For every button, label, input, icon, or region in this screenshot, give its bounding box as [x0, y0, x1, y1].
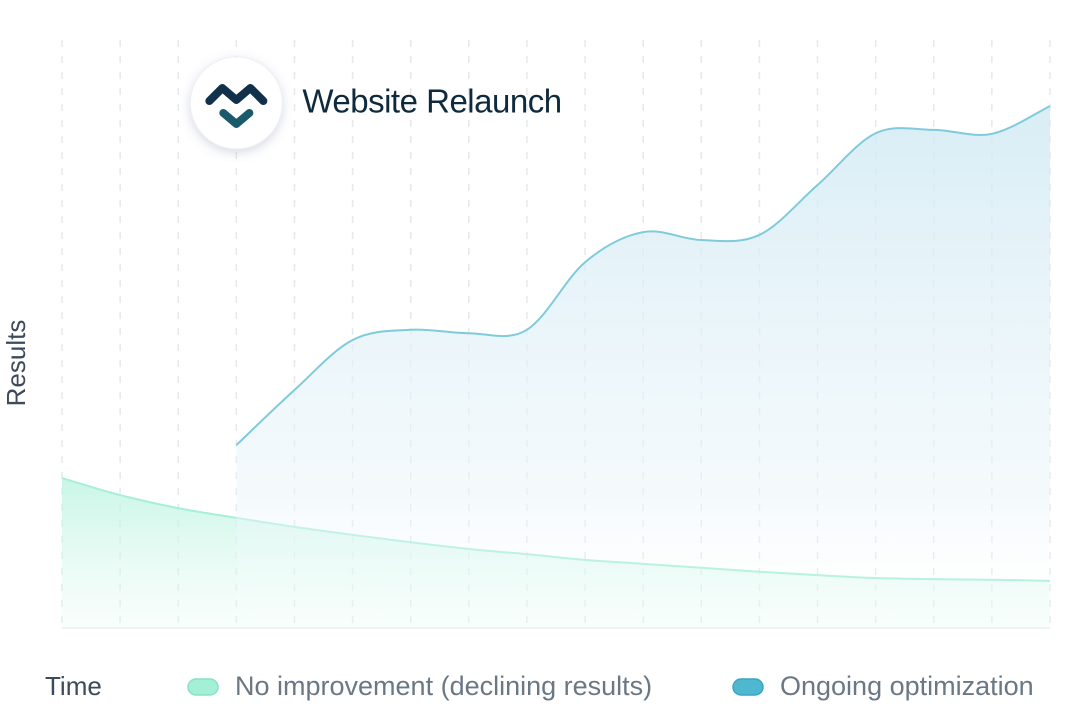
logo-bottom — [219, 109, 254, 128]
legend-swatch — [732, 678, 764, 696]
legend: No improvement (declining results) Ongoin… — [187, 671, 1034, 701]
area-fill — [236, 106, 1051, 629]
series-line — [235, 105, 1051, 446]
legend-swatch — [187, 678, 219, 696]
annotation: Website Relaunch — [189, 56, 562, 625]
legend-label: Ongoing optimization — [780, 671, 1034, 701]
logo-top — [205, 84, 268, 105]
x-axis-label: Time — [45, 671, 102, 701]
legend-label: No improvement (declining results) — [235, 671, 652, 701]
y-axis-label: Results — [1, 320, 31, 407]
annotation-text: Website Relaunch — [302, 83, 561, 120]
areas — [61, 105, 1051, 629]
